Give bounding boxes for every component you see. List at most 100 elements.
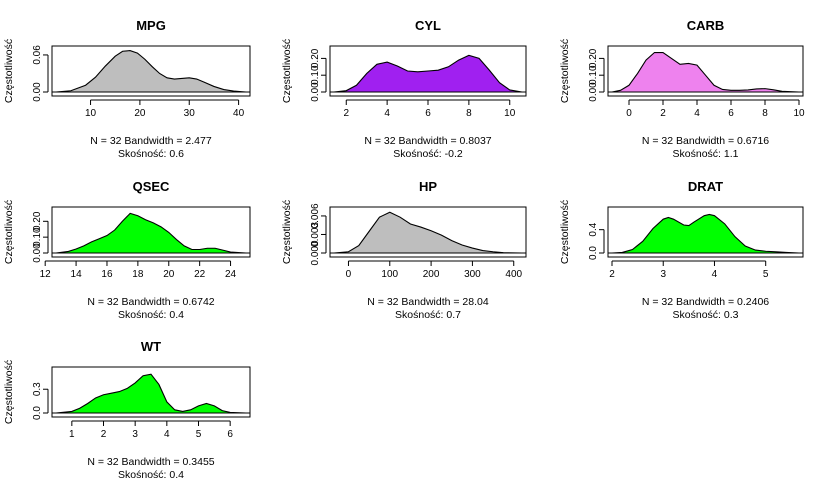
x-tick-label: 30 bbox=[184, 108, 196, 119]
x-axis-label: N = 32 Bandwidth = 28.04 bbox=[367, 296, 489, 308]
x-tick-label: 10 bbox=[504, 108, 516, 119]
panel-title: QSEC bbox=[133, 179, 170, 194]
panel-title: MPG bbox=[136, 18, 166, 33]
plot-frame bbox=[51, 45, 251, 97]
x-tick-label: 8 bbox=[466, 108, 472, 119]
x-tick-label: 2 bbox=[343, 108, 349, 119]
y-tick-label: 0.00 bbox=[32, 243, 43, 263]
x-axis-label: N = 32 Bandwidth = 0.6716 bbox=[642, 135, 769, 147]
x-axis-label: N = 32 Bandwidth = 0.8037 bbox=[364, 135, 491, 147]
y-tick-label: 0.00 bbox=[32, 82, 43, 102]
density-area bbox=[611, 213, 800, 254]
x-tick-label: 0 bbox=[346, 269, 352, 280]
x-tick-label: 6 bbox=[425, 108, 431, 119]
density-panel-mpg: MPG 10 20 30 40 0.00 0.06 Częstotliwość N = 32 B… bbox=[3, 18, 251, 160]
y-axis-label: Częstotliwość bbox=[3, 360, 15, 424]
skewness-note: Skośność: 0.4 bbox=[118, 469, 184, 481]
x-axis-label: N = 32 Bandwidth = 0.3455 bbox=[87, 456, 214, 468]
y-tick-label: 0.0 bbox=[588, 246, 599, 260]
y-tick-label: 0.20 bbox=[310, 48, 321, 68]
y-axis-label: Częstotliwość bbox=[559, 200, 571, 264]
x-tick-label: 12 bbox=[40, 269, 52, 280]
x-tick-label: 2 bbox=[101, 429, 107, 440]
x-tick-label: 200 bbox=[423, 269, 440, 280]
x-tick-label: 5 bbox=[196, 429, 202, 440]
density-panel-carb: CARB 0 2 4 6 8 10 0.000.100.20 Częstotliwość N = … bbox=[559, 18, 805, 160]
x-tick-label: 0 bbox=[626, 108, 632, 119]
skewness-note: Skośność: 0.7 bbox=[395, 309, 461, 321]
x-tick-label: 4 bbox=[694, 108, 700, 119]
skewness-note: Skośność: 0.4 bbox=[118, 309, 184, 321]
plot-frame bbox=[607, 45, 804, 97]
panel-title: CARB bbox=[687, 18, 725, 33]
density-panel-qsec: QSEC 12 14 16 18 20 22 24 0.000.100.20 Częstotliw… bbox=[3, 179, 251, 321]
density-area bbox=[55, 373, 247, 414]
x-tick-label: 100 bbox=[381, 269, 398, 280]
plot-frame bbox=[51, 206, 251, 258]
density-area bbox=[611, 51, 800, 93]
x-tick-label: 6 bbox=[728, 108, 734, 119]
y-tick-label: 0.00 bbox=[588, 82, 599, 102]
y-tick-label: 0.000 bbox=[310, 240, 321, 265]
x-tick-label: 10 bbox=[85, 108, 97, 119]
y-tick-label: 0.00 bbox=[310, 82, 321, 102]
y-tick-label: 0.3 bbox=[32, 382, 43, 396]
panel-title: WT bbox=[141, 339, 161, 354]
y-tick-label: 0.20 bbox=[588, 48, 599, 68]
density-panel-drat: DRAT 2 3 4 5 0.0 0.4 Częstotliwość N = 32 Bandwi… bbox=[559, 179, 804, 321]
y-axis-label: Częstotliwość bbox=[281, 39, 293, 103]
y-tick-label: 0.0 bbox=[32, 406, 43, 420]
y-axis-label: Częstotliwość bbox=[281, 200, 293, 264]
plot-frame bbox=[51, 366, 251, 418]
density-area bbox=[55, 212, 247, 254]
x-tick-label: 2 bbox=[660, 108, 666, 119]
plot-frame bbox=[329, 206, 527, 258]
density-panel-wt: WT 1 2 3 4 5 6 0.0 0.3 Częstotliwość N = 32 Bandwi… bbox=[3, 339, 251, 481]
x-tick-label: 2 bbox=[609, 269, 615, 280]
x-tick-label: 24 bbox=[225, 269, 237, 280]
x-tick-label: 10 bbox=[793, 108, 805, 119]
plot-frame bbox=[329, 45, 527, 97]
x-tick-label: 18 bbox=[132, 269, 144, 280]
skewness-note: Skośność: 1.1 bbox=[673, 148, 739, 160]
x-tick-label: 300 bbox=[464, 269, 481, 280]
density-area bbox=[333, 54, 523, 93]
x-tick-label: 22 bbox=[194, 269, 206, 280]
x-tick-label: 5 bbox=[763, 269, 769, 280]
density-panel-cyl: CYL 2 4 6 8 10 0.000.100.20 Częstotliwość N = 32… bbox=[281, 18, 527, 160]
x-tick-label: 3 bbox=[660, 269, 666, 280]
x-tick-label: 40 bbox=[233, 108, 245, 119]
x-axis-label: N = 32 Bandwidth = 0.2406 bbox=[642, 296, 769, 308]
x-tick-label: 4 bbox=[712, 269, 718, 280]
x-tick-label: 20 bbox=[163, 269, 175, 280]
x-tick-label: 14 bbox=[71, 269, 83, 280]
x-tick-label: 8 bbox=[762, 108, 768, 119]
skewness-note: Skośność: 0.3 bbox=[673, 309, 739, 321]
x-axis-label: N = 32 Bandwidth = 2.477 bbox=[90, 135, 212, 147]
x-tick-label: 1 bbox=[69, 429, 75, 440]
y-axis-label: Częstotliwość bbox=[559, 39, 571, 103]
x-tick-label: 16 bbox=[101, 269, 113, 280]
x-tick-label: 400 bbox=[505, 269, 522, 280]
x-tick-label: 3 bbox=[132, 429, 138, 440]
panel-title: DRAT bbox=[688, 179, 723, 194]
y-tick-label: 0.10 bbox=[32, 227, 43, 247]
y-tick-label: 0.06 bbox=[32, 45, 43, 65]
panel-title: HP bbox=[419, 179, 437, 194]
x-tick-label: 6 bbox=[227, 429, 233, 440]
y-tick-label: 0.003 bbox=[310, 222, 321, 247]
y-tick-label: 0.10 bbox=[588, 65, 599, 85]
skewness-note: Skośność: 0.6 bbox=[118, 148, 184, 160]
y-tick-label: 0.10 bbox=[310, 65, 321, 85]
y-tick-label: 0.4 bbox=[588, 222, 599, 236]
density-area bbox=[333, 211, 523, 254]
x-tick-label: 20 bbox=[134, 108, 146, 119]
panel-title: CYL bbox=[415, 18, 441, 33]
y-tick-label: 0.20 bbox=[32, 211, 43, 231]
skewness-note: Skośność: -0.2 bbox=[393, 148, 463, 160]
x-tick-label: 4 bbox=[384, 108, 390, 119]
plot-frame bbox=[607, 206, 804, 258]
y-axis-label: Częstotliwość bbox=[3, 200, 15, 264]
